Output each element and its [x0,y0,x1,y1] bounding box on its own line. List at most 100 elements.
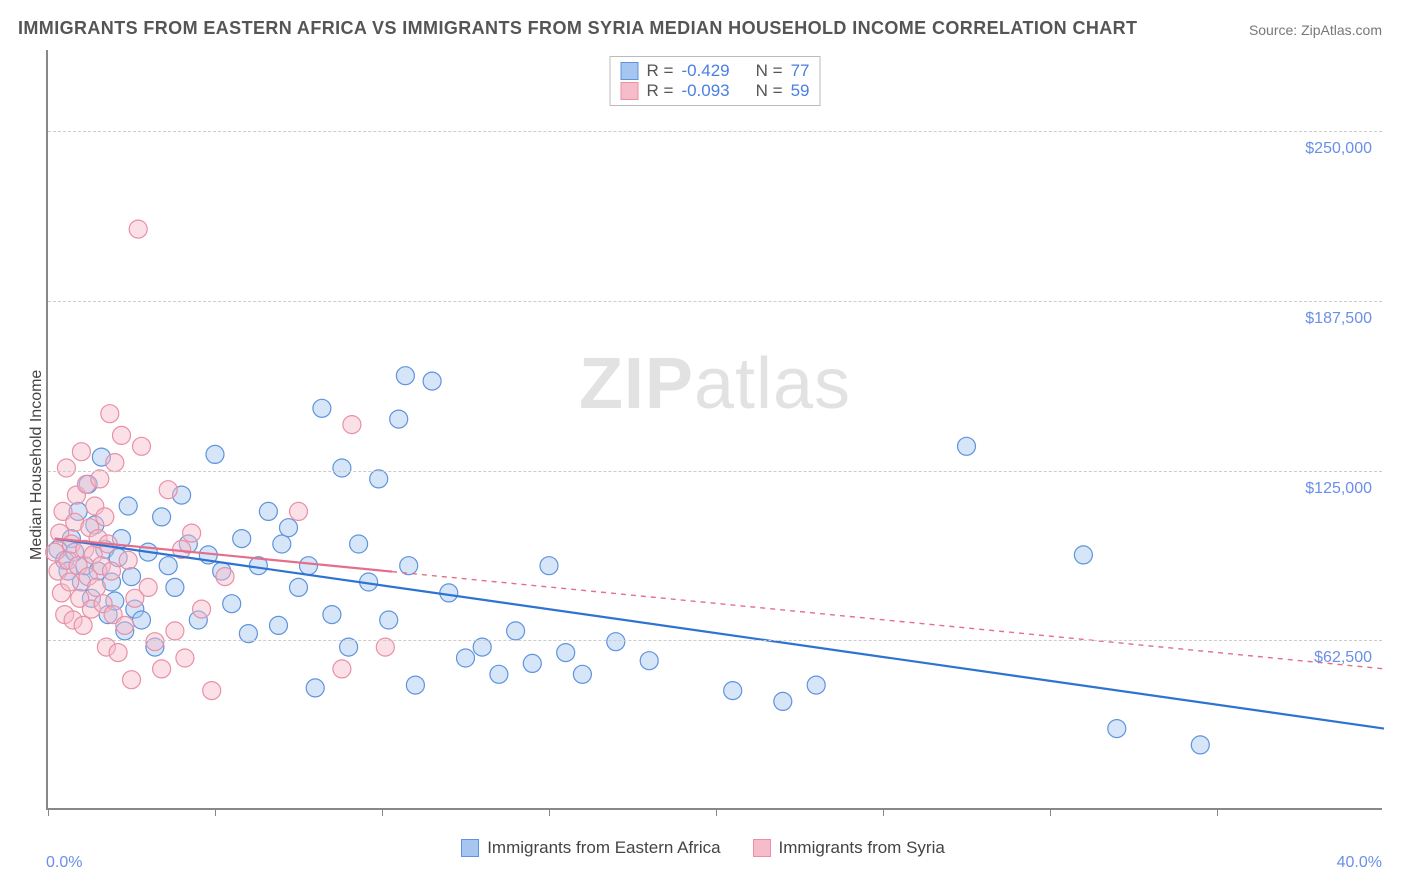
bottom-legend-item: Immigrants from Syria [753,838,945,858]
data-point [91,470,109,488]
data-point [109,644,127,662]
data-point [423,372,441,390]
data-point [724,682,742,700]
y-tick-label: $187,500 [1305,310,1372,328]
data-point [1074,546,1092,564]
x-tick [1217,808,1218,816]
legend-swatch [753,839,771,857]
x-tick [1050,808,1051,816]
data-point [573,665,591,683]
source-value: ZipAtlas.com [1301,22,1382,38]
data-point [183,524,201,542]
data-point [96,508,114,526]
data-point [166,622,184,640]
data-point [57,459,75,477]
data-point [306,679,324,697]
legend-swatch [461,839,479,857]
data-point [333,459,351,477]
data-point [323,606,341,624]
data-point [607,633,625,651]
data-point [270,616,288,634]
data-point [313,399,331,417]
x-tick [48,808,49,816]
data-point [133,437,151,455]
data-point [106,454,124,472]
data-point [1191,736,1209,754]
data-point [259,502,277,520]
data-point [540,557,558,575]
data-point [507,622,525,640]
data-point [457,649,475,667]
bottom-legend-item: Immigrants from Eastern Africa [461,838,720,858]
data-point [223,595,241,613]
gridline [48,471,1382,472]
data-point [159,481,177,499]
y-tick-label: $62,500 [1314,649,1372,667]
x-tick [382,808,383,816]
data-point [350,535,368,553]
data-point [159,557,177,575]
data-point [396,367,414,385]
data-point [166,578,184,596]
data-point [490,665,508,683]
data-point [640,652,658,670]
data-point [139,578,157,596]
data-point [153,508,171,526]
data-point [774,692,792,710]
y-tick-label: $250,000 [1305,140,1372,158]
chart-container: IMMIGRANTS FROM EASTERN AFRICA VS IMMIGR… [0,0,1406,892]
legend-series-name: Immigrants from Eastern Africa [487,838,720,858]
gridline [48,301,1382,302]
data-point [87,578,105,596]
scatter-svg [48,50,1382,808]
x-tick [549,808,550,816]
plot-area: ZIPatlas R =-0.429N =77R =-0.093N =59 $6… [46,50,1382,810]
data-point [280,519,298,537]
data-point [406,676,424,694]
data-point [129,220,147,238]
data-point [119,497,137,515]
data-point [146,633,164,651]
data-point [176,649,194,667]
chart-title: IMMIGRANTS FROM EASTERN AFRICA VS IMMIGR… [18,18,1137,39]
data-point [290,502,308,520]
data-point [203,682,221,700]
bottom-legend: Immigrants from Eastern Africa Immigrants… [0,838,1406,862]
legend-series-name: Immigrants from Syria [779,838,945,858]
data-point [380,611,398,629]
trend-line-extrapolated [392,572,1384,669]
source-label: Source: [1249,22,1297,38]
gridline [48,640,1382,641]
data-point [290,578,308,596]
x-tick [716,808,717,816]
data-point [273,535,291,553]
data-point [300,557,318,575]
data-point [72,443,90,461]
data-point [958,437,976,455]
data-point [153,660,171,678]
data-point [1108,720,1126,738]
data-point [119,551,137,569]
data-point [116,616,134,634]
x-tick [883,808,884,816]
data-point [113,426,131,444]
data-point [333,660,351,678]
data-point [523,654,541,672]
data-point [193,600,211,618]
data-point [74,616,92,634]
source-attribution: Source: ZipAtlas.com [1249,22,1382,38]
data-point [557,644,575,662]
data-point [123,671,141,689]
data-point [390,410,408,428]
data-point [370,470,388,488]
data-point [807,676,825,694]
data-point [103,562,121,580]
data-point [133,611,151,629]
data-point [123,568,141,586]
data-point [206,445,224,463]
data-point [233,530,251,548]
data-point [216,568,234,586]
gridline [48,131,1382,132]
data-point [61,573,79,591]
x-tick [215,808,216,816]
